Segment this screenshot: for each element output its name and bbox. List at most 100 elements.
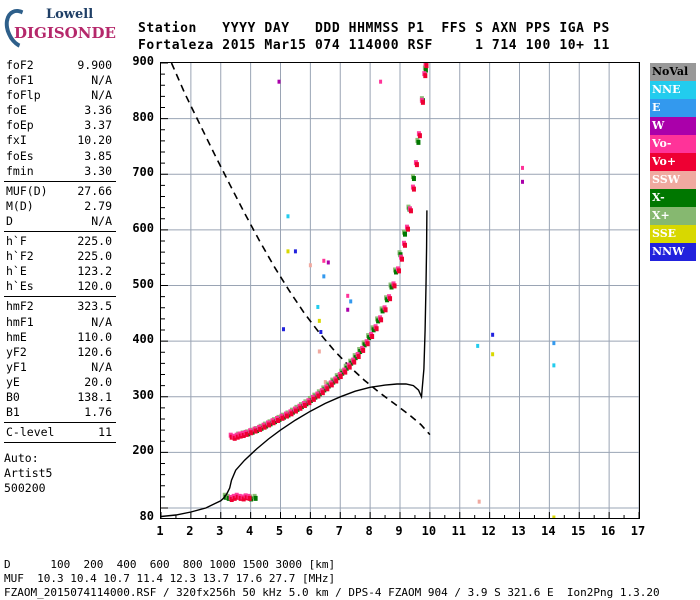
- param-value: 2.79: [84, 198, 112, 213]
- param-key: foFlp: [6, 88, 41, 103]
- param-value: 3.30: [84, 163, 112, 178]
- param-value: 11: [98, 425, 112, 440]
- y-tick-label: 400: [132, 332, 154, 347]
- param-key: h`E: [6, 264, 27, 279]
- param-group-muf: MUF(D) 27.66 M(D) 2.79 D N/A: [4, 184, 116, 229]
- param-row-hf: h`F 225.0: [4, 234, 116, 249]
- param-key: h`F: [6, 234, 27, 249]
- param-row-hes: h`Es 120.0: [4, 279, 116, 294]
- param-row-clevel: C-level 11: [4, 425, 116, 440]
- divider: [4, 422, 116, 424]
- param-row-hmf1: hmF1 N/A: [4, 315, 116, 330]
- param-key: M(D): [6, 198, 34, 213]
- param-value: 225.0: [77, 234, 112, 249]
- param-key: hmF1: [6, 314, 34, 329]
- y-tick-label: 800: [132, 109, 154, 124]
- param-row-ye: yE 20.0: [4, 375, 116, 390]
- density-profile-curve: [161, 210, 428, 518]
- y-tick-label: 300: [132, 387, 154, 402]
- param-group-virtual-heights: h`F 225.0 h`F2 225.0 h`E 123.2 h`Es 120.0: [4, 234, 116, 294]
- x-tick-label: 17: [630, 524, 646, 538]
- param-row-yf2: yF2 120.6: [4, 345, 116, 360]
- param-row-foes: foEs 3.85: [4, 149, 116, 164]
- logo-text-lowell: Lowell: [46, 7, 94, 22]
- param-row-fof2: foF2 9.900: [4, 58, 116, 73]
- legend-item-noval[interactable]: NoVal: [650, 63, 696, 81]
- divider: [4, 296, 116, 298]
- x-tick-label: 9: [395, 524, 403, 538]
- param-row-foflp: foFlp N/A: [4, 88, 116, 103]
- legend-item-ssw[interactable]: SSW: [650, 171, 696, 189]
- x-tick-label: 7: [335, 524, 343, 538]
- param-key: fmin: [6, 163, 34, 178]
- legend-item-vo[interactable]: Vo+: [650, 153, 696, 171]
- x-tick-label: 4: [246, 524, 254, 538]
- x-tick-label: 12: [481, 524, 496, 538]
- direction-legend: NoVal NNE E W Vo- Vo+ SSW X- X+ SSE NNW: [650, 63, 696, 261]
- divider: [4, 231, 116, 233]
- param-value: 110.0: [77, 329, 112, 344]
- x-tick-label: 10: [421, 524, 437, 538]
- muf-curve: [170, 63, 431, 436]
- param-key: fxI: [6, 133, 27, 148]
- y-tick-label: 700: [132, 165, 154, 180]
- legend-item-nne[interactable]: NNE: [650, 81, 696, 99]
- param-group-autoscaler: Auto: Artist5 500200: [4, 451, 116, 496]
- param-row-hme: hmE 110.0: [4, 330, 116, 345]
- param-row-d: D N/A: [4, 214, 116, 229]
- legend-item-e[interactable]: E: [650, 99, 696, 117]
- param-value: 138.1: [77, 389, 112, 404]
- x-tick-label: 2: [186, 524, 194, 538]
- axis-ticks: [161, 63, 639, 518]
- param-group-confidence: C-level 11: [4, 425, 116, 440]
- param-key: hmE: [6, 329, 27, 344]
- legend-item-x[interactable]: X+: [650, 207, 696, 225]
- x-tick-label: 16: [600, 524, 616, 538]
- param-group-frequencies: foF2 9.900 foF1 N/A foFlp N/A foE 3.36 foEp 3.37 f…: [4, 58, 116, 179]
- lowell-digisonde-logo: Lowell DIGISONDE: [0, 3, 116, 55]
- footer-line-file: FZAOM_2015074114000.RSF / 320fx256h 50 k…: [4, 586, 660, 599]
- es-echoes: [228, 492, 252, 502]
- x-tick-label: 6: [305, 524, 313, 538]
- footer-info: D 100 200 400 600 800 1000 1500 3000 [km…: [4, 558, 660, 600]
- param-key: foE: [6, 103, 27, 118]
- legend-item-w[interactable]: W: [650, 117, 696, 135]
- param-row-hf2: h`F2 225.0: [4, 249, 116, 264]
- param-value: 225.0: [77, 249, 112, 264]
- station-header-labels: Station YYYY DAY DDD HHMMSS P1 FFS S AXN…: [138, 21, 610, 36]
- param-key: C-level: [6, 425, 55, 440]
- param-row-mufd: MUF(D) 27.66: [4, 184, 116, 199]
- legend-item-nnw[interactable]: NNW: [650, 243, 696, 261]
- param-key: B1: [6, 405, 20, 420]
- param-value: N/A: [91, 88, 112, 103]
- x-tick-label: 3: [216, 524, 224, 538]
- x-tick-label: 14: [541, 524, 556, 538]
- param-key: yF2: [6, 344, 27, 359]
- param-value: 120.6: [77, 344, 112, 359]
- param-row-yf1: yF1 N/A: [4, 360, 116, 375]
- param-row-hmf2: hmF2 323.5: [4, 299, 116, 314]
- autoscaler-line: Artist5: [4, 466, 53, 481]
- param-value: N/A: [91, 359, 112, 374]
- autoscaler-line: 500200: [4, 481, 46, 496]
- y-tick-label: 900: [132, 54, 154, 68]
- param-key: foEp: [6, 118, 34, 133]
- param-value: 3.36: [84, 103, 112, 118]
- station-header: Station YYYY DAY DDD HHMMSS P1 FFS S AXN…: [138, 20, 610, 54]
- param-value: 20.0: [84, 374, 112, 389]
- param-value: 10.20: [77, 133, 112, 148]
- divider: [4, 442, 116, 444]
- x-tick-label: 11: [451, 524, 466, 538]
- legend-item-x[interactable]: X-: [650, 189, 696, 207]
- param-value: 120.0: [77, 279, 112, 294]
- param-key: D: [6, 213, 13, 228]
- param-key: B0: [6, 389, 20, 404]
- param-key: yF1: [6, 359, 27, 374]
- y-tick-label: 80: [139, 509, 154, 523]
- ionogram-parameter-table: foF2 9.900 foF1 N/A foFlp N/A foE 3.36 foEp 3.37 f…: [4, 58, 116, 497]
- param-value: 9.900: [77, 58, 112, 72]
- ionogram-plot[interactable]: [160, 62, 640, 519]
- param-value: 123.2: [77, 264, 112, 279]
- legend-item-vo[interactable]: Vo-: [650, 135, 696, 153]
- legend-item-sse[interactable]: SSE: [650, 225, 696, 243]
